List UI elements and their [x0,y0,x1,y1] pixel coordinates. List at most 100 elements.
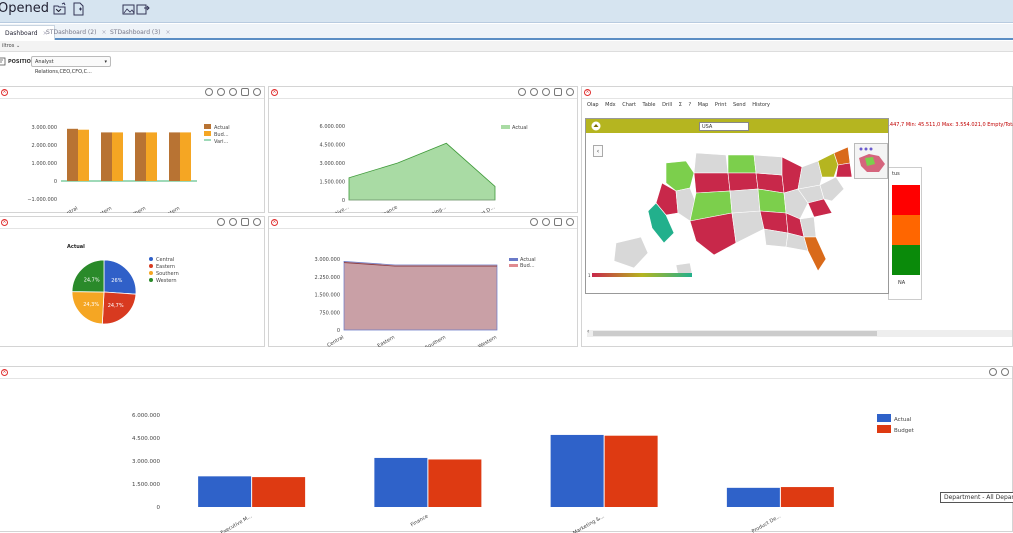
bar-actual [101,132,112,181]
country-select[interactable]: USA [699,122,749,131]
scroll-left-icon[interactable]: ‹ [587,328,590,335]
legend-swatch [149,264,153,268]
x-tick-label: Executive... [322,204,351,213]
settings-icon[interactable] [566,218,574,226]
usa-choropleth-map[interactable]: 1 [586,133,886,293]
table-icon[interactable] [241,88,249,96]
legend-swatch [204,124,211,129]
pin-icon[interactable] [205,88,213,96]
toolbar-item-print[interactable]: Print [714,102,727,108]
panel-area-departments: × 6.000.000 4.500.000 3.000.000 1.500.000 0E… [268,86,578,213]
zoom-icon[interactable] [229,218,237,226]
map-nav-button[interactable]: ‹ [593,145,603,157]
filter-icon[interactable] [0,57,6,66]
image-icon[interactable] [122,2,136,16]
home-icon[interactable] [591,121,601,131]
bar-chart-regions: 3.000.000 2.000.000 1.000.000 0 −1.000.000Ce… [27,124,230,213]
settings-icon[interactable] [566,88,574,96]
close-icon[interactable]: × [1,89,8,96]
legend-swatch [149,271,153,275]
toolbar-item-sum[interactable]: Σ [678,102,682,108]
pin-icon[interactable] [518,88,526,96]
y-tick-label: 6.000.000 [132,413,160,419]
info-icon[interactable] [217,88,225,96]
close-icon[interactable]: × [101,29,107,36]
opened-menu[interactable]: Opened ⌄ [0,1,64,16]
tab-dashboard[interactable]: Dashboard × [0,25,55,40]
toolbar-item-map[interactable]: Map [697,102,709,108]
toolbar-item-table[interactable]: Table [642,102,656,108]
open-folder-icon[interactable] [53,2,67,16]
opened-label: Opened [0,1,49,16]
tab-stdashboard-3[interactable]: STDashboard (3) × [104,25,176,40]
new-file-icon[interactable] [71,2,85,16]
zoom-icon[interactable] [542,218,550,226]
map-minimap[interactable] [854,143,888,179]
area-series-actual [343,260,498,331]
toolbar-item-mdx[interactable]: Mdx [605,102,616,108]
x-tick-label: Eastern [377,335,396,347]
positions-select[interactable]: Analyst Relations,CEO,CFO,C... ▾ [31,56,111,75]
status-header: tus [892,171,900,177]
chevron-down-icon: ⌄ [15,43,21,49]
bar-actual [726,487,780,507]
info-icon[interactable] [989,368,997,376]
close-icon[interactable]: × [271,89,278,96]
legend-swatch [204,131,211,136]
toolbar-item-send[interactable]: Send [733,102,746,108]
filters-bar[interactable]: iltros ⌄ [0,41,1013,52]
legend-swatch [149,257,153,261]
close-icon[interactable]: × [584,89,591,96]
x-tick-label: Executive M... [220,513,254,533]
zoom-icon[interactable] [542,88,550,96]
toolbar-item-history[interactable]: History [752,102,771,108]
y-tick-label: −1.000.000 [27,197,57,203]
tab-stdashboard-2[interactable]: STDashboard (2) × [40,25,112,40]
export-icon[interactable] [136,2,150,16]
status-panel: tus NA [888,167,922,300]
info-icon[interactable] [530,88,538,96]
legend-swatch [877,414,891,422]
close-icon[interactable]: × [1,219,8,226]
scrollbar-thumb[interactable] [593,331,877,336]
filters-label: iltros [2,43,15,49]
y-tick-label: 4.500.000 [320,143,345,149]
panel-tools [217,218,261,228]
table-icon[interactable] [241,218,249,226]
pie-slice-central [103,259,137,295]
close-icon[interactable]: × [1,369,8,376]
table-icon[interactable] [554,218,562,226]
close-icon[interactable]: × [271,219,278,226]
y-tick-label: 1.500.000 [132,482,160,488]
horizontal-scrollbar[interactable]: ‹ [587,328,1012,337]
pie-slice-eastern [101,291,137,325]
settings-icon[interactable] [253,88,261,96]
x-tick-label: Southern [124,206,147,213]
close-icon[interactable]: × [42,30,48,37]
panel-pie-regions: × Actual 26% 24,7% 24,3% 24,7% Central Eastern… [0,216,265,347]
toolbar-item-help[interactable]: ? [688,102,692,108]
y-tick-label: 6.000.000 [320,124,345,130]
zoom-icon[interactable] [229,88,237,96]
bar-budget [428,459,482,507]
panel-header: × [0,87,264,99]
zoom-icon[interactable] [1001,368,1009,376]
bar-chart-departments: 6.000.000 4.500.000 3.000.000 1.500.000 0 Exe… [132,413,915,533]
toolbar-item-chart[interactable]: Chart [622,102,636,108]
chevron-down-icon: ▾ [104,59,107,65]
y-tick-label: 0 [337,328,340,334]
close-icon[interactable]: × [165,29,171,36]
y-tick-label: 0 [342,198,345,204]
x-tick-label: Finance [379,205,399,213]
info-icon[interactable] [530,218,538,226]
pie-data-label: 24,7% [108,303,124,309]
info-icon[interactable] [217,218,225,226]
settings-icon[interactable] [253,218,261,226]
toolbar-item-olap[interactable]: Olap [587,102,599,108]
area-chart-regions: 3.000.000 2.250.000 1.500.000 750.000 0Centr… [315,257,536,347]
x-tick-label: Marketing... [419,204,448,213]
panel-header: × [269,217,577,229]
x-tick-label: Product De... [751,513,782,533]
toolbar-item-drill[interactable]: Drill [662,102,673,108]
table-icon[interactable] [554,88,562,96]
